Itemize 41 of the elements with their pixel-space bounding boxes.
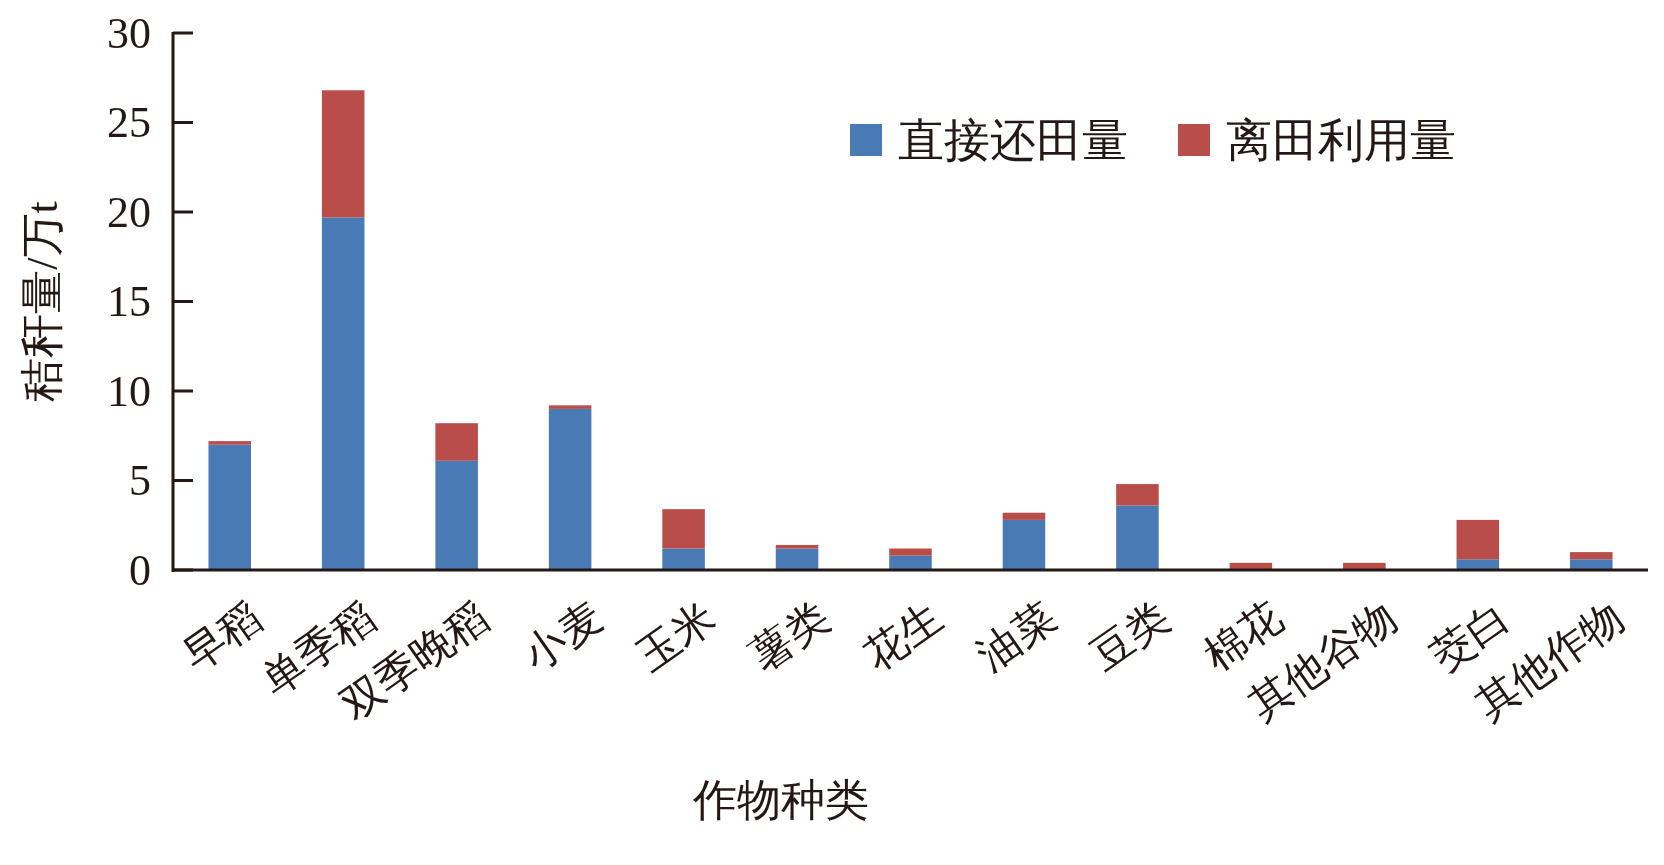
y-axis-title: 秸秆量/万t xyxy=(17,201,67,402)
y-tick-label: 25 xyxy=(107,98,151,147)
bar xyxy=(208,441,252,445)
legend: 直接还田量 xyxy=(850,114,1128,166)
bar xyxy=(435,460,478,570)
bar xyxy=(889,555,932,570)
bar xyxy=(662,509,705,549)
bar xyxy=(662,548,705,570)
bar xyxy=(435,423,478,461)
x-tick-label: 花生 xyxy=(855,593,951,680)
x-tick-label: 油菜 xyxy=(968,593,1065,680)
y-tick-label: 0 xyxy=(129,545,151,595)
y-tick-label: 5 xyxy=(129,456,151,505)
bar xyxy=(775,544,819,549)
x-tick-label: 小麦 xyxy=(515,593,611,680)
y-tick-label: 15 xyxy=(107,277,151,326)
bar xyxy=(1456,559,1500,570)
x-tick-label: 薯类 xyxy=(741,593,838,680)
y-tick-label: 10 xyxy=(107,366,151,416)
x-tick-label: 玉米 xyxy=(628,593,724,680)
x-tick-label: 豆类 xyxy=(1082,593,1178,680)
bar xyxy=(548,408,592,570)
bar xyxy=(1116,484,1159,506)
y-tick-label: 30 xyxy=(107,8,151,58)
bar xyxy=(1570,559,1613,570)
bar xyxy=(889,548,932,556)
legend-label: 离田利用量 xyxy=(1226,114,1456,166)
bar xyxy=(1570,552,1613,560)
bar xyxy=(321,90,365,218)
y-tick-label: 20 xyxy=(107,187,151,237)
bar xyxy=(1002,512,1046,520)
bar xyxy=(775,548,819,570)
bar xyxy=(1002,519,1046,570)
bar xyxy=(321,217,365,570)
x-axis-title: 作物种类 xyxy=(691,775,869,825)
bar xyxy=(1116,505,1159,570)
bar xyxy=(208,444,252,570)
bar xyxy=(548,405,592,409)
legend-label: 直接还田量 xyxy=(898,114,1128,166)
legend: 离田利用量 xyxy=(1178,114,1456,166)
bar xyxy=(1456,519,1500,560)
